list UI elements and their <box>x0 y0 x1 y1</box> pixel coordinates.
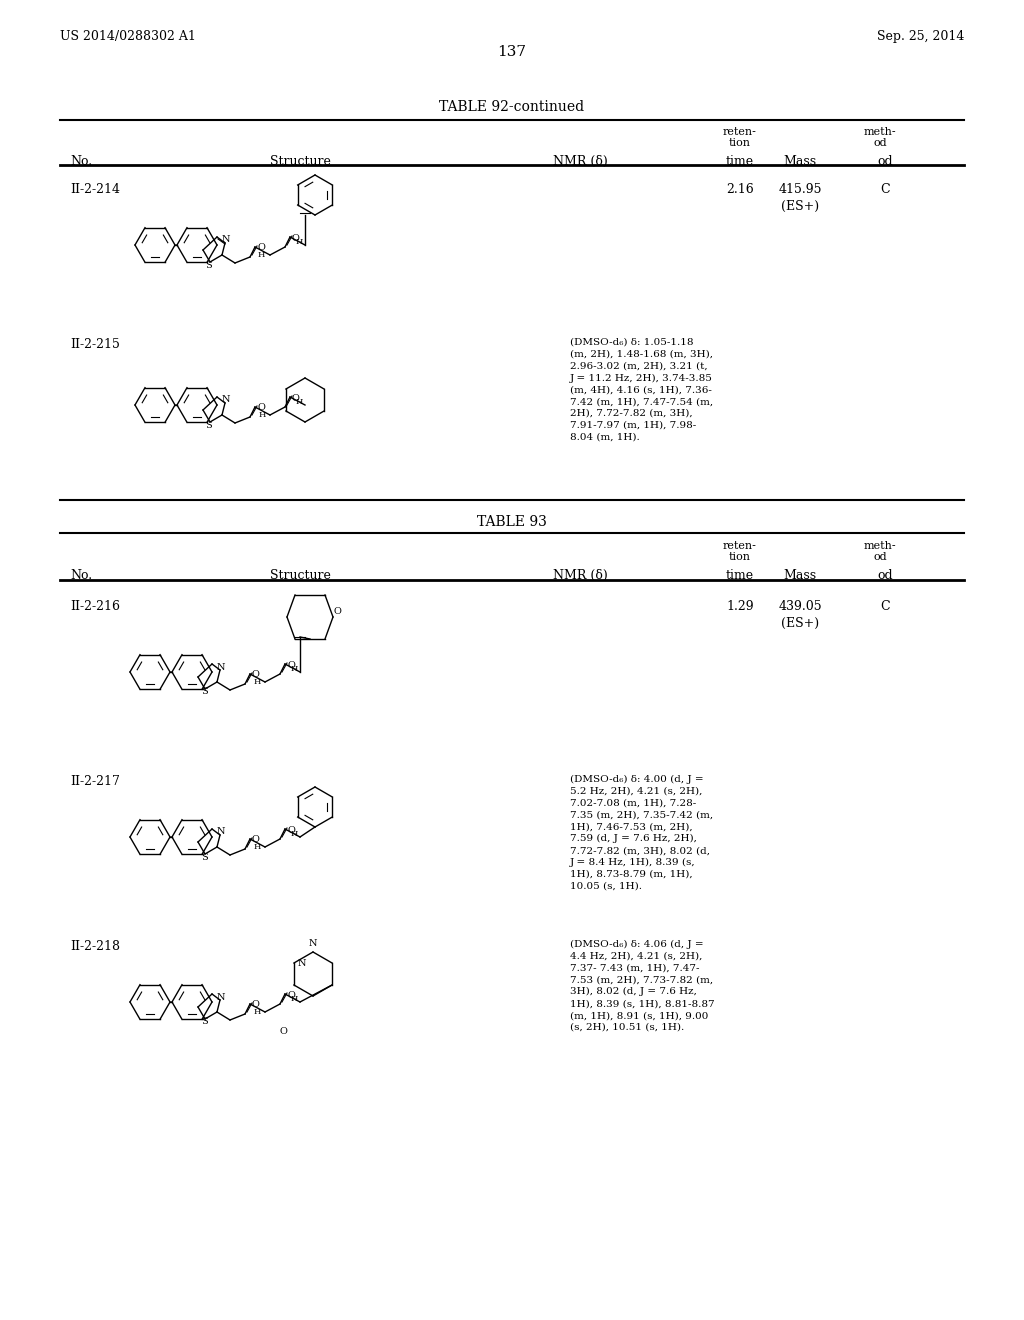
Text: N: N <box>222 235 230 244</box>
Text: O: O <box>287 661 295 671</box>
Text: II-2-214: II-2-214 <box>70 183 120 195</box>
Text: C: C <box>881 601 890 612</box>
Text: NMR (δ): NMR (δ) <box>553 154 607 168</box>
Text: H: H <box>296 238 303 246</box>
Text: H: H <box>254 843 261 851</box>
Text: (DMSO-d₆) δ: 4.06 (d, J =
4.4 Hz, 2H), 4.21 (s, 2H),
7.37- 7.43 (m, 1H), 7.47-
7: (DMSO-d₆) δ: 4.06 (d, J = 4.4 Hz, 2H), 4… <box>570 940 715 1032</box>
Text: O: O <box>280 1027 287 1036</box>
Text: Structure: Structure <box>269 154 331 168</box>
Text: tion: tion <box>729 139 751 148</box>
Text: O: O <box>252 1001 260 1008</box>
Text: H: H <box>291 830 298 838</box>
Text: US 2014/0288302 A1: US 2014/0288302 A1 <box>60 30 196 44</box>
Text: II-2-217: II-2-217 <box>70 775 120 788</box>
Text: N: N <box>222 396 230 404</box>
Text: II-2-216: II-2-216 <box>70 601 120 612</box>
Text: 137: 137 <box>498 45 526 59</box>
Text: N: N <box>217 993 225 1002</box>
Text: 415.95
(ES+): 415.95 (ES+) <box>778 183 821 213</box>
Text: N: N <box>217 663 225 672</box>
Text: O: O <box>257 243 265 252</box>
Text: II-2-215: II-2-215 <box>70 338 120 351</box>
Text: 439.05
(ES+): 439.05 (ES+) <box>778 601 822 630</box>
Text: N: N <box>217 828 225 837</box>
Text: O: O <box>257 403 265 412</box>
Text: No.: No. <box>70 154 92 168</box>
Text: Sep. 25, 2014: Sep. 25, 2014 <box>877 30 964 44</box>
Text: O: O <box>292 393 300 403</box>
Text: H: H <box>259 411 266 418</box>
Text: H: H <box>258 251 265 259</box>
Text: H: H <box>296 399 303 407</box>
Text: meth-: meth- <box>863 541 896 550</box>
Text: O: O <box>287 826 295 836</box>
Text: O: O <box>333 607 341 616</box>
Text: S: S <box>206 260 212 269</box>
Text: H: H <box>254 1008 261 1016</box>
Text: 2.16: 2.16 <box>726 183 754 195</box>
Text: od: od <box>878 154 893 168</box>
Text: (DMSO-d₆) δ: 1.05-1.18
(m, 2H), 1.48-1.68 (m, 3H),
2.96-3.02 (m, 2H), 3.21 (t,
J: (DMSO-d₆) δ: 1.05-1.18 (m, 2H), 1.48-1.6… <box>570 338 713 442</box>
Text: 1.29: 1.29 <box>726 601 754 612</box>
Text: N: N <box>309 939 317 948</box>
Text: Mass: Mass <box>783 569 816 582</box>
Text: reten-: reten- <box>723 127 757 137</box>
Text: time: time <box>726 154 754 168</box>
Text: O: O <box>287 991 295 1001</box>
Text: NMR (δ): NMR (δ) <box>553 569 607 582</box>
Text: No.: No. <box>70 569 92 582</box>
Text: H: H <box>254 678 261 686</box>
Text: S: S <box>201 688 208 697</box>
Text: od: od <box>873 139 887 148</box>
Text: H: H <box>291 995 298 1003</box>
Text: Structure: Structure <box>269 569 331 582</box>
Text: od: od <box>873 552 887 562</box>
Text: od: od <box>878 569 893 582</box>
Text: II-2-218: II-2-218 <box>70 940 120 953</box>
Text: O: O <box>252 671 260 678</box>
Text: O: O <box>292 234 300 243</box>
Text: S: S <box>206 421 212 429</box>
Text: tion: tion <box>729 552 751 562</box>
Text: S: S <box>201 1018 208 1027</box>
Text: C: C <box>881 183 890 195</box>
Text: N: N <box>298 958 306 968</box>
Text: H: H <box>291 665 298 673</box>
Text: reten-: reten- <box>723 541 757 550</box>
Text: (DMSO-d₆) δ: 4.00 (d, J =
5.2 Hz, 2H), 4.21 (s, 2H),
7.02-7.08 (m, 1H), 7.28-
7.: (DMSO-d₆) δ: 4.00 (d, J = 5.2 Hz, 2H), 4… <box>570 775 713 891</box>
Text: Mass: Mass <box>783 154 816 168</box>
Text: meth-: meth- <box>863 127 896 137</box>
Text: S: S <box>201 853 208 862</box>
Text: TABLE 92-continued: TABLE 92-continued <box>439 100 585 114</box>
Text: time: time <box>726 569 754 582</box>
Text: O: O <box>252 836 260 843</box>
Text: TABLE 93: TABLE 93 <box>477 515 547 529</box>
